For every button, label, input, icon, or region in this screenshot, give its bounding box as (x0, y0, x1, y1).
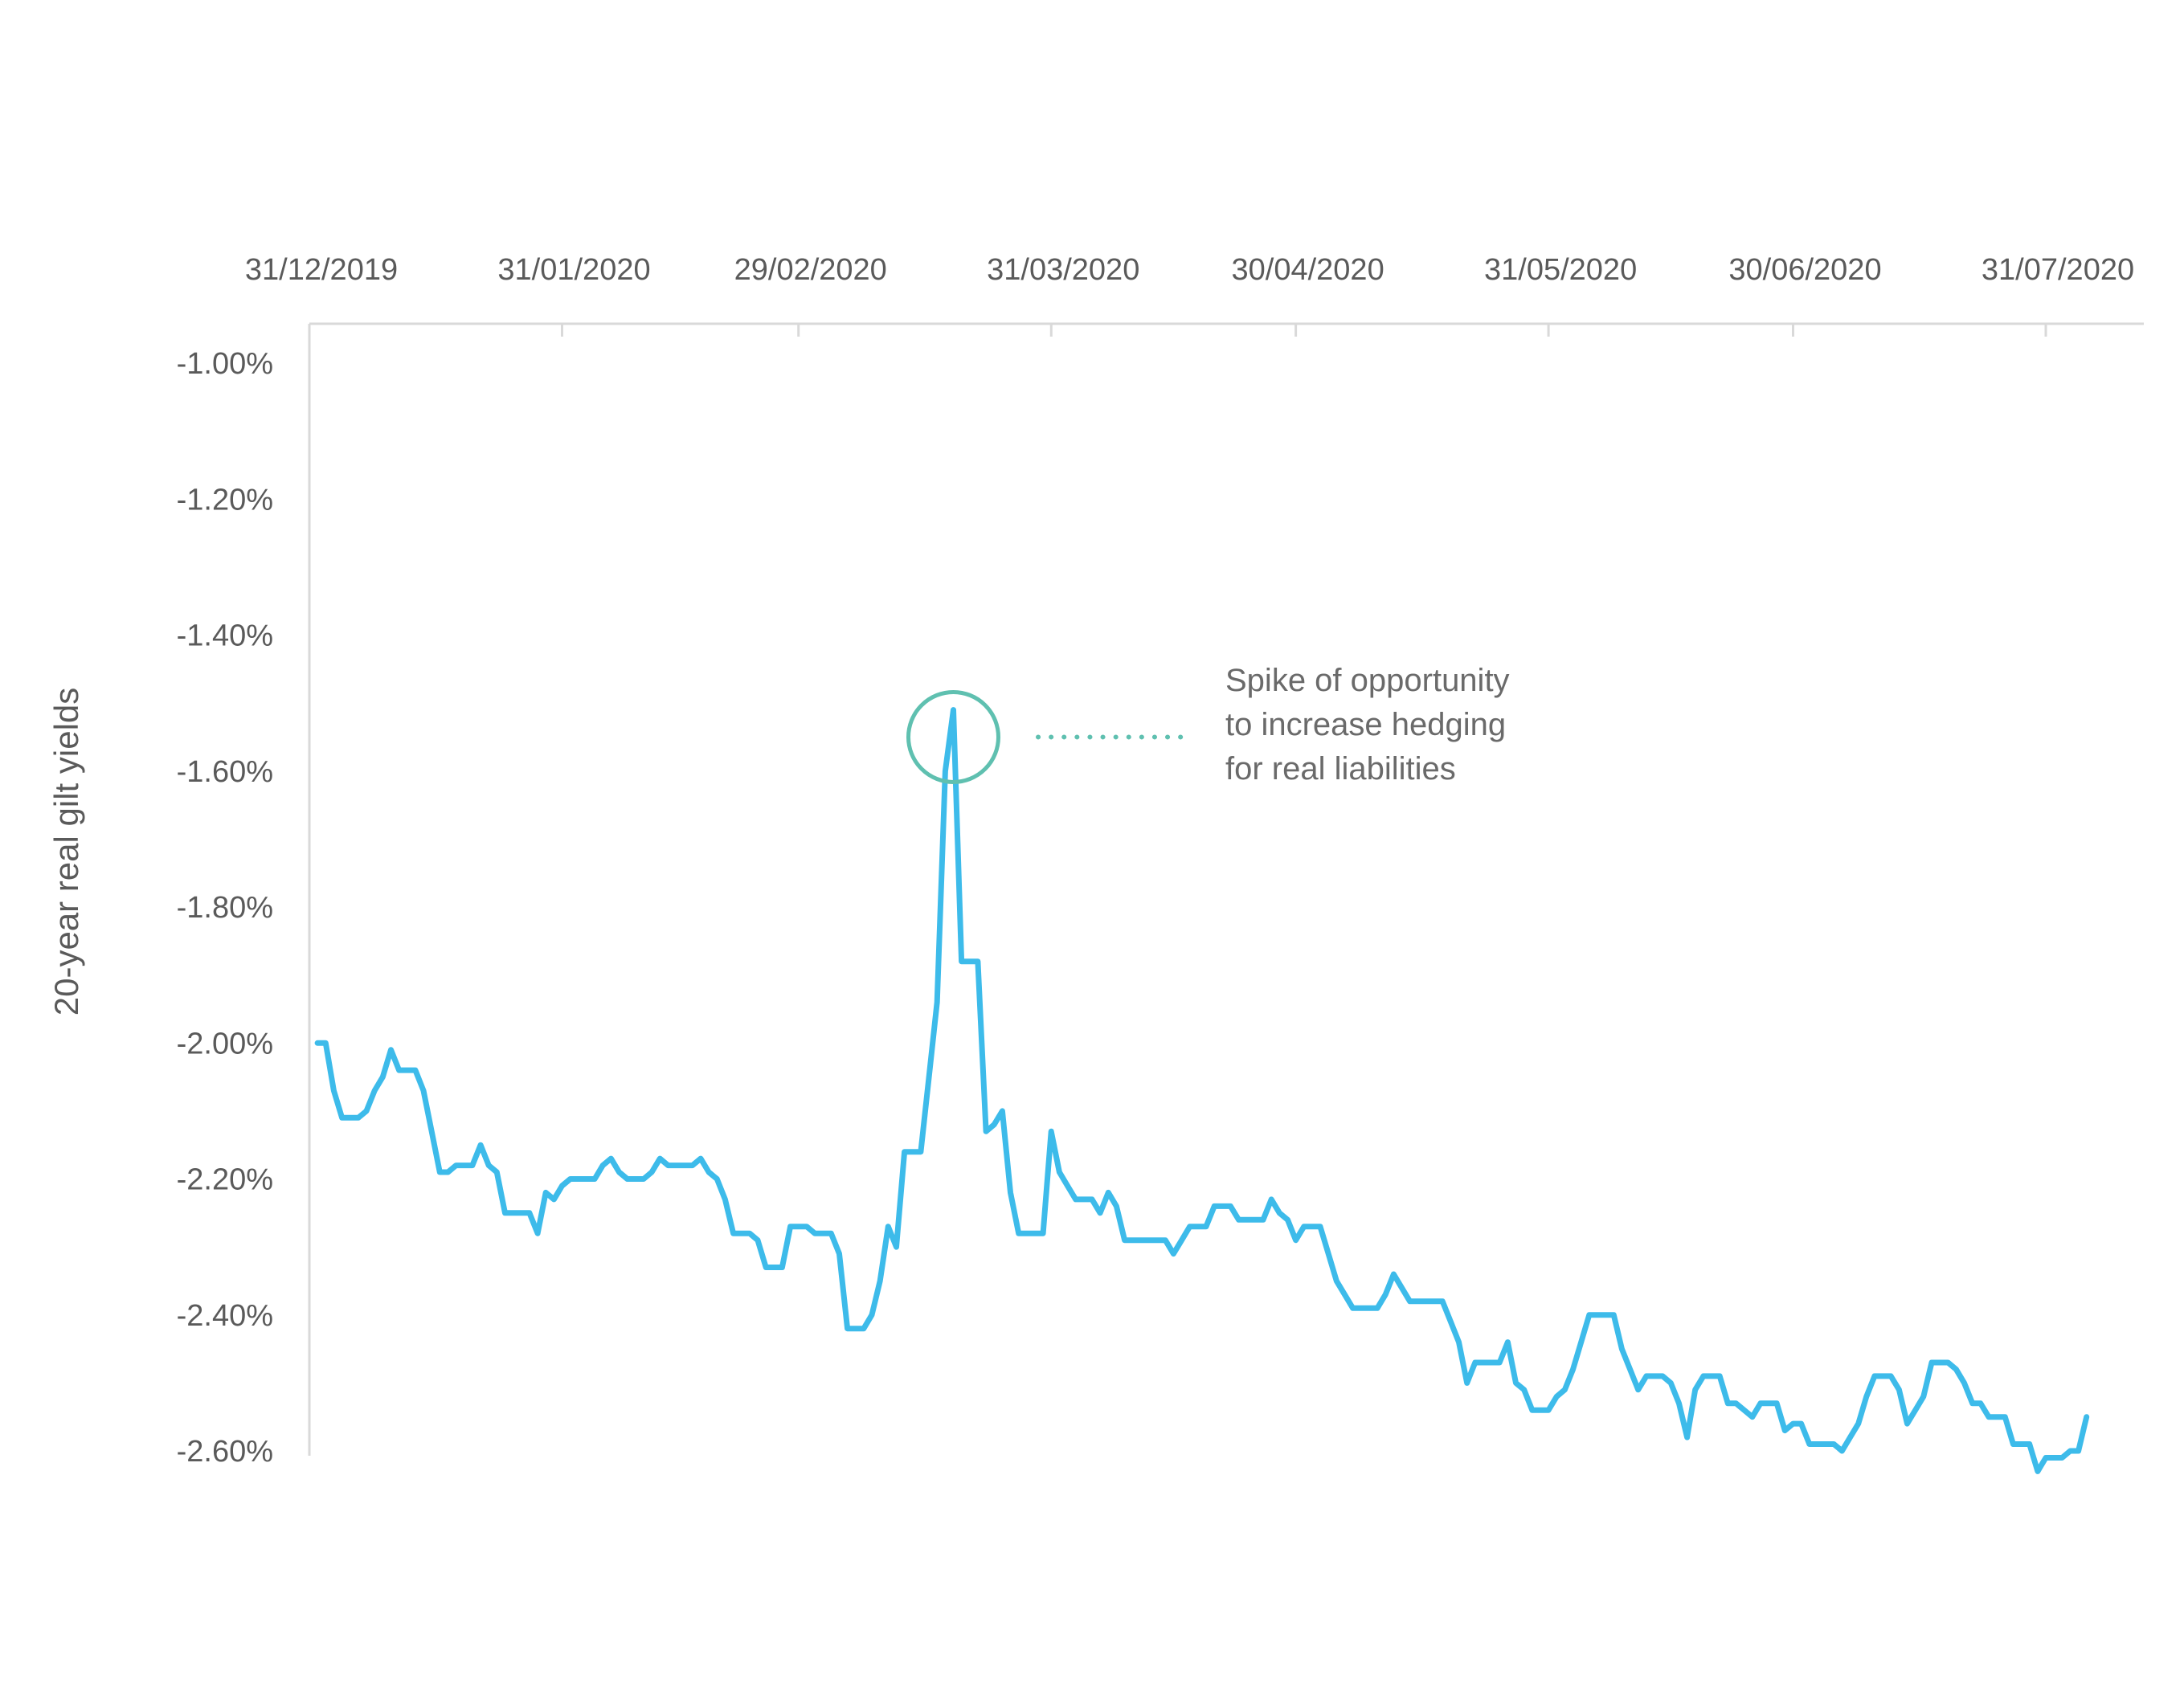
annotation: Spike of opportunity to increase hedging f… (906, 663, 1510, 787)
y-tick-label: -2.40% (177, 1299, 273, 1333)
x-tick-label: 31/01/2020 (497, 253, 650, 287)
annotation-text-line: for real liabilities (1225, 751, 1456, 787)
y-tick-label: -2.00% (177, 1027, 273, 1060)
x-tick-label: 31/12/2019 (245, 253, 398, 287)
y-tick-label: -2.20% (177, 1163, 273, 1197)
y-tick-label: -1.80% (177, 891, 273, 925)
x-tick-label: 31/05/2020 (1484, 253, 1637, 287)
annotation-text-line: Spike of opportunity (1225, 663, 1510, 698)
series-line (314, 707, 2090, 1474)
y-axis-title: 20-year real gilt yields (47, 688, 85, 1016)
annotation-text-line: to increase hedging (1225, 707, 1506, 742)
y-tick-label: -2.60% (177, 1435, 273, 1469)
y-tick-label: -1.60% (177, 755, 273, 789)
x-tick-label: 31/07/2020 (1982, 253, 2134, 287)
annotation-circle (906, 689, 1000, 784)
y-tick-label: -1.00% (177, 347, 273, 381)
x-tick-label: 29/02/2020 (734, 253, 887, 287)
y-tick-label: -1.40% (177, 619, 273, 653)
axes: 20-year real gilt yields (47, 322, 2144, 1456)
x-tick-label: 31/03/2020 (987, 253, 1139, 287)
x-tick-label: 30/04/2020 (1232, 253, 1384, 287)
series-layer (314, 707, 2090, 1474)
y-axis-ticks: -1.00% -1.20% -1.40% -1.60% -1.80% -2.00% -2.2… (177, 347, 273, 1469)
x-axis-ticks: 31/12/2019 31/01/2020 29/02/2020 31/03/2020… (245, 253, 2134, 337)
y-tick-label: -1.20% (177, 483, 273, 517)
x-tick-label: 30/06/2020 (1728, 253, 1881, 287)
